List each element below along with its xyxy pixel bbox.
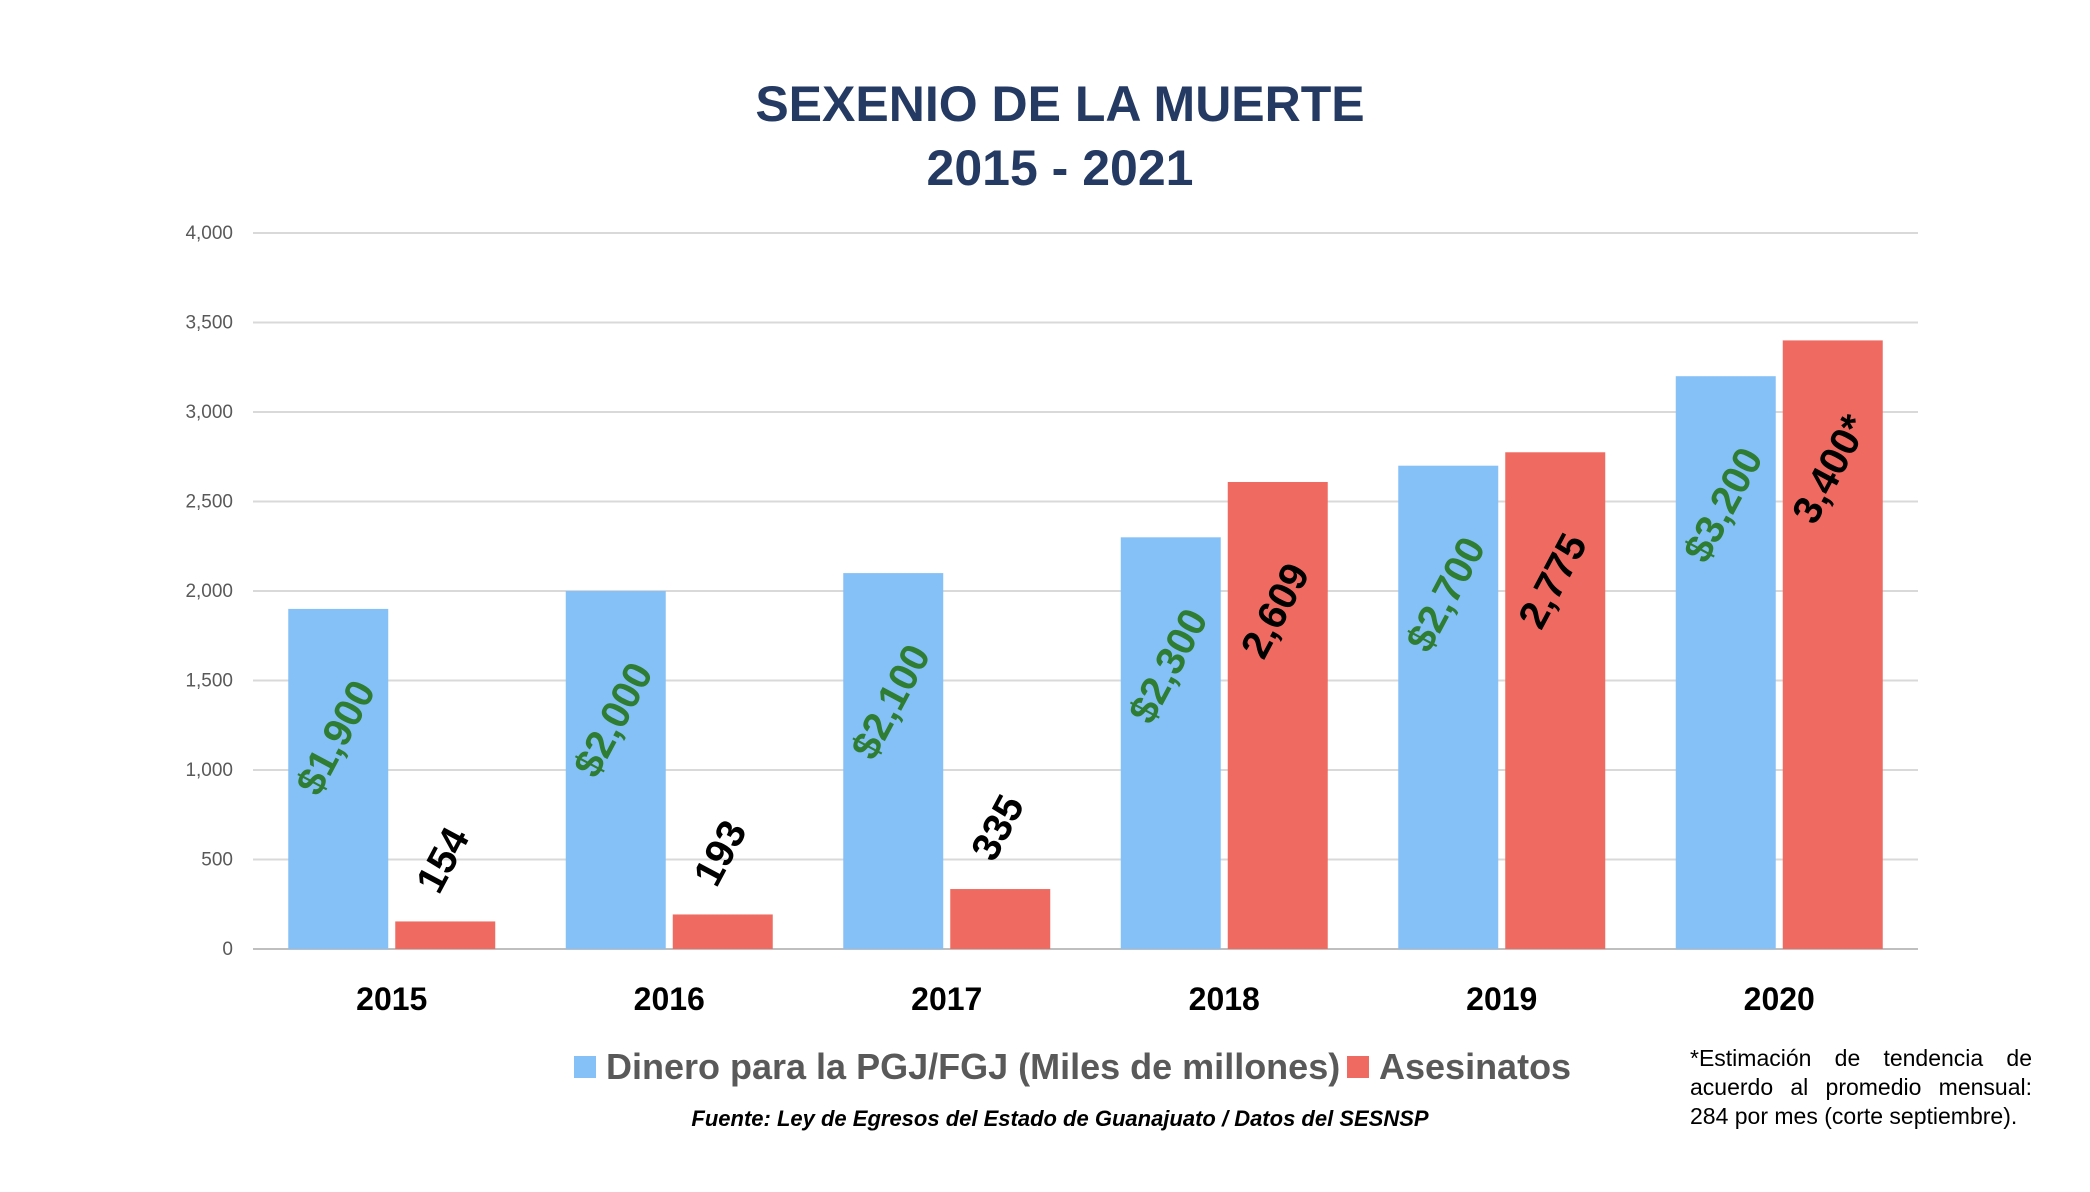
- bar-asesinatos: [950, 889, 1051, 949]
- bars: [288, 340, 1883, 949]
- bar-dinero: [288, 608, 389, 949]
- data-label-asesinatos: 193: [686, 814, 756, 894]
- y-tick-label: 1,500: [185, 671, 233, 692]
- chart-title-line-1: SEXENIO DE LA MUERTE: [755, 76, 1365, 132]
- y-tick-label: 2,500: [185, 492, 233, 513]
- legend-item-asesinatos: Asesinatos: [1347, 1046, 1571, 1088]
- bar-dinero: [1398, 465, 1499, 949]
- legend-item-dinero: Dinero para la PGJ/FGJ (Miles de millone…: [574, 1046, 1340, 1088]
- footnote: *Estimación de tendencia de acuerdo al p…: [1690, 1045, 2032, 1129]
- y-tick-label: 500: [201, 850, 233, 871]
- y-tick-label: 0: [222, 939, 233, 960]
- x-tick-label: 2018: [1189, 981, 1260, 1017]
- bar-dinero: [843, 573, 944, 949]
- source-note: Fuente: Ley de Egresos del Estado de Gua…: [691, 1106, 1429, 1131]
- legend-label-asesinatos: Asesinatos: [1379, 1046, 1572, 1087]
- bar-asesinatos: [1782, 340, 1883, 949]
- bar-asesinatos: [672, 914, 773, 949]
- grid-lines: [253, 232, 1918, 950]
- y-axis-ticks: 0 500 1,000 1,500 2,000 2,500 3,000 3,500 4,000: [185, 223, 233, 960]
- x-tick-label: 2016: [634, 981, 705, 1017]
- y-tick-label: 3,000: [185, 402, 233, 423]
- bar-dinero: [1675, 376, 1776, 949]
- chart-title-line-2: 2015 - 2021: [926, 140, 1194, 196]
- bar-asesinatos: [1227, 481, 1328, 949]
- bar-dinero: [565, 591, 666, 949]
- bar-asesinatos: [395, 921, 496, 949]
- x-axis-ticks: 2015 2016 2017 2018 2019 2020: [356, 981, 1815, 1017]
- x-tick-label: 2019: [1466, 981, 1537, 1017]
- y-tick-label: 1,000: [185, 760, 233, 781]
- legend-swatch-dinero: [574, 1056, 596, 1078]
- bar-asesinatos: [1505, 452, 1606, 949]
- x-tick-label: 2017: [911, 981, 982, 1017]
- data-label-asesinatos: 335: [963, 788, 1033, 868]
- data-label-asesinatos: 154: [408, 820, 479, 900]
- legend-swatch-asesinatos: [1347, 1056, 1369, 1078]
- x-tick-label: 2020: [1744, 981, 1815, 1017]
- y-tick-label: 4,000: [185, 223, 233, 244]
- y-tick-label: 3,500: [185, 313, 233, 334]
- bar-dinero: [1120, 537, 1221, 949]
- chart-title: SEXENIO DE LA MUERTE 2015 - 2021: [0, 72, 2090, 200]
- legend-label-dinero: Dinero para la PGJ/FGJ (Miles de millone…: [606, 1046, 1341, 1087]
- x-tick-label: 2015: [356, 981, 427, 1017]
- y-tick-label: 2,000: [185, 581, 233, 602]
